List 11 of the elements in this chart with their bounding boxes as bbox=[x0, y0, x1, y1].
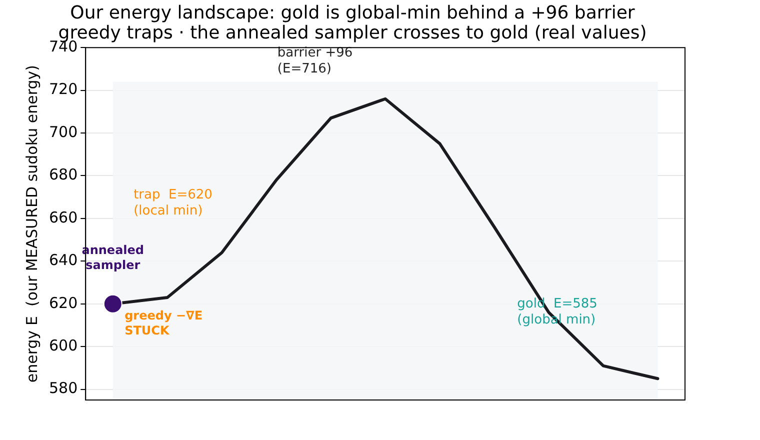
y-axis-title: energy E (our MEASURED sudoku energy) bbox=[22, 65, 41, 383]
y-tick-label: 600 bbox=[48, 336, 78, 354]
y-tick-label: 720 bbox=[48, 80, 78, 98]
y-tick-label: 660 bbox=[48, 208, 78, 226]
y-tick-label: 640 bbox=[48, 251, 78, 270]
y-tick-label: 580 bbox=[48, 379, 78, 398]
y-tick-label: 620 bbox=[48, 294, 78, 312]
y-tick-label: 700 bbox=[48, 122, 78, 141]
annotation: greedy −∇E STUCK bbox=[124, 308, 203, 338]
y-tick-label: 680 bbox=[48, 166, 78, 184]
annotation: trap E=620 (local min) bbox=[134, 187, 212, 218]
